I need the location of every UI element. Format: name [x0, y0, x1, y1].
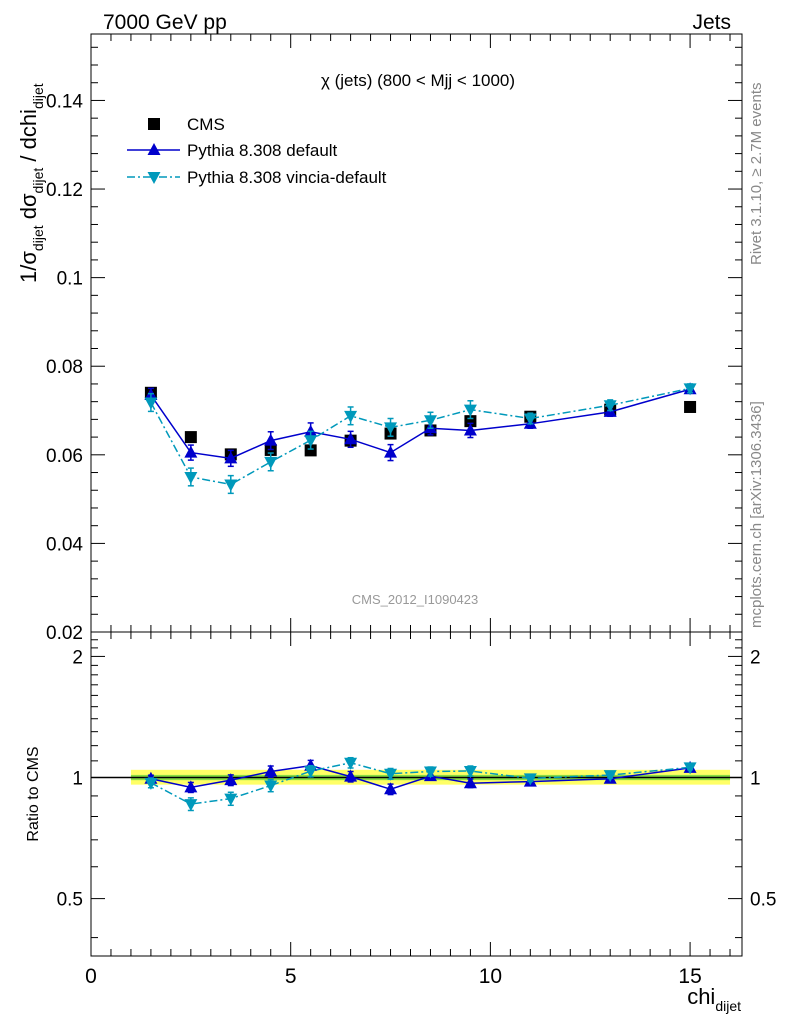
- ratio-ytick-label-right: 2: [750, 647, 761, 668]
- vincia-line: [150, 387, 691, 486]
- x-tick-label: 0: [85, 965, 97, 988]
- ratio-vincia-point: [264, 780, 278, 793]
- default-point: [224, 451, 238, 464]
- ratio-vincia-line: [150, 762, 691, 805]
- default-point: [264, 433, 278, 446]
- vincia-point: [304, 435, 318, 448]
- ratio-default-point: [344, 769, 358, 782]
- main-ytick-label: 0.1: [57, 269, 83, 290]
- main-ytick-label: 0.12: [46, 180, 83, 201]
- ratio-vincia-point: [463, 765, 477, 778]
- ratio-default-point: [184, 780, 198, 793]
- cms-point: [304, 444, 317, 457]
- main-panel: 0.02 0.04 0.06 0.08 0.1 0.12 0.14 χ (jets) (80…: [46, 33, 743, 644]
- main-y-tick-labels: 0.02 0.04 0.06 0.08 0.1 0.12 0.14: [46, 91, 83, 644]
- ratio-vincia-point: [344, 757, 358, 770]
- ratio-vincia-point: [384, 768, 398, 781]
- main-ytick-label: 0.08: [46, 357, 83, 378]
- ratio-vincia-point: [224, 793, 238, 806]
- header-right: Jets: [692, 11, 731, 34]
- ratio-vincia-point: [603, 770, 617, 783]
- ratio-default-point: [463, 776, 477, 789]
- x-tick-label: 15: [678, 965, 701, 988]
- ratio-default-point: [384, 782, 398, 795]
- vincia-point: [224, 479, 238, 492]
- x-tick-label: 10: [479, 965, 502, 988]
- ratio-default-point: [224, 773, 238, 786]
- ratio-panel: 0.5 0.5 1 1 2 2 0 5 10 15: [57, 631, 777, 988]
- main-ytick-label: 0.06: [46, 446, 83, 467]
- vincia-point: [184, 471, 198, 484]
- cms-point: [184, 431, 197, 444]
- ratio-default-point: [264, 764, 278, 777]
- legend: CMS Pythia 8.308 default Pythia 8.308 vinc…: [127, 115, 387, 187]
- ratio-ytick-label: 1: [72, 769, 83, 790]
- main-ytick-label: 0.02: [46, 623, 83, 644]
- main-ytick-label: 0.04: [46, 534, 83, 555]
- ratio-vincia-point: [304, 766, 318, 779]
- ratio-default-line: [150, 764, 691, 791]
- rivet-label: Rivet 3.1.10, ≥ 2.7M events: [748, 83, 765, 266]
- ratio-vincia-point: [423, 766, 437, 779]
- legend-label: Pythia 8.308 vincia-default: [187, 168, 387, 187]
- x-axis-title: chidijet: [687, 984, 741, 1014]
- default-point: [184, 445, 198, 458]
- ratio-ytick-label: 0.5: [57, 890, 83, 911]
- ratio-frame: [90, 631, 743, 957]
- mcplots-label: mcplots.cern.ch [arXiv:1306.3436]: [748, 401, 765, 628]
- ratio-axis-ticks: [90, 632, 742, 956]
- main-ytick-label: 0.14: [46, 91, 83, 112]
- vincia-point: [683, 383, 697, 396]
- default-point: [344, 432, 358, 445]
- vincia-point: [423, 415, 437, 428]
- main-series: [144, 382, 697, 495]
- vincia-point: [603, 400, 617, 413]
- vincia-point: [144, 397, 158, 410]
- ratio-ytick-label-right: 0.5: [750, 890, 776, 911]
- legend-marker: [147, 143, 161, 155]
- cms-point: [684, 400, 697, 413]
- vincia-point: [384, 422, 398, 435]
- main-y-axis-title: 1/σdijet dσdijet / dchidijet: [16, 83, 46, 283]
- x-tick-labels: 0 5 10 15: [85, 965, 702, 988]
- vincia-point: [344, 410, 358, 423]
- legend-label: CMS: [187, 115, 225, 134]
- vincia-point: [523, 413, 537, 426]
- ratio-vincia-point: [144, 777, 158, 790]
- main-title: χ (jets) (800 < Mjj < 1000): [321, 71, 515, 90]
- ratio-y-tick-labels: 0.5 0.5 1 1 2 2: [57, 647, 777, 910]
- legend-marker: [148, 118, 160, 130]
- header-left: 7000 GeV pp: [103, 11, 227, 34]
- legend-marker: [147, 172, 161, 184]
- vincia-point: [463, 404, 477, 417]
- default-point: [384, 445, 398, 458]
- main-axis-ticks: [90, 34, 742, 633]
- ratio-series: [144, 756, 697, 812]
- ratio-ytick-label: 2: [72, 647, 83, 668]
- legend-label: Pythia 8.308 default: [187, 141, 338, 160]
- ratio-ytick-label-right: 1: [750, 769, 761, 790]
- watermark-label: CMS_2012_I1090423: [352, 592, 479, 607]
- ratio-vincia-point: [184, 799, 198, 812]
- ratio-y-axis-title: Ratio to CMS: [25, 746, 42, 841]
- x-tick-label: 5: [285, 965, 297, 988]
- default-point: [463, 423, 477, 436]
- ratio-vincia-point: [683, 762, 697, 775]
- vincia-point: [264, 456, 278, 469]
- ratio-vincia-point: [523, 773, 537, 786]
- default-line: [150, 388, 691, 460]
